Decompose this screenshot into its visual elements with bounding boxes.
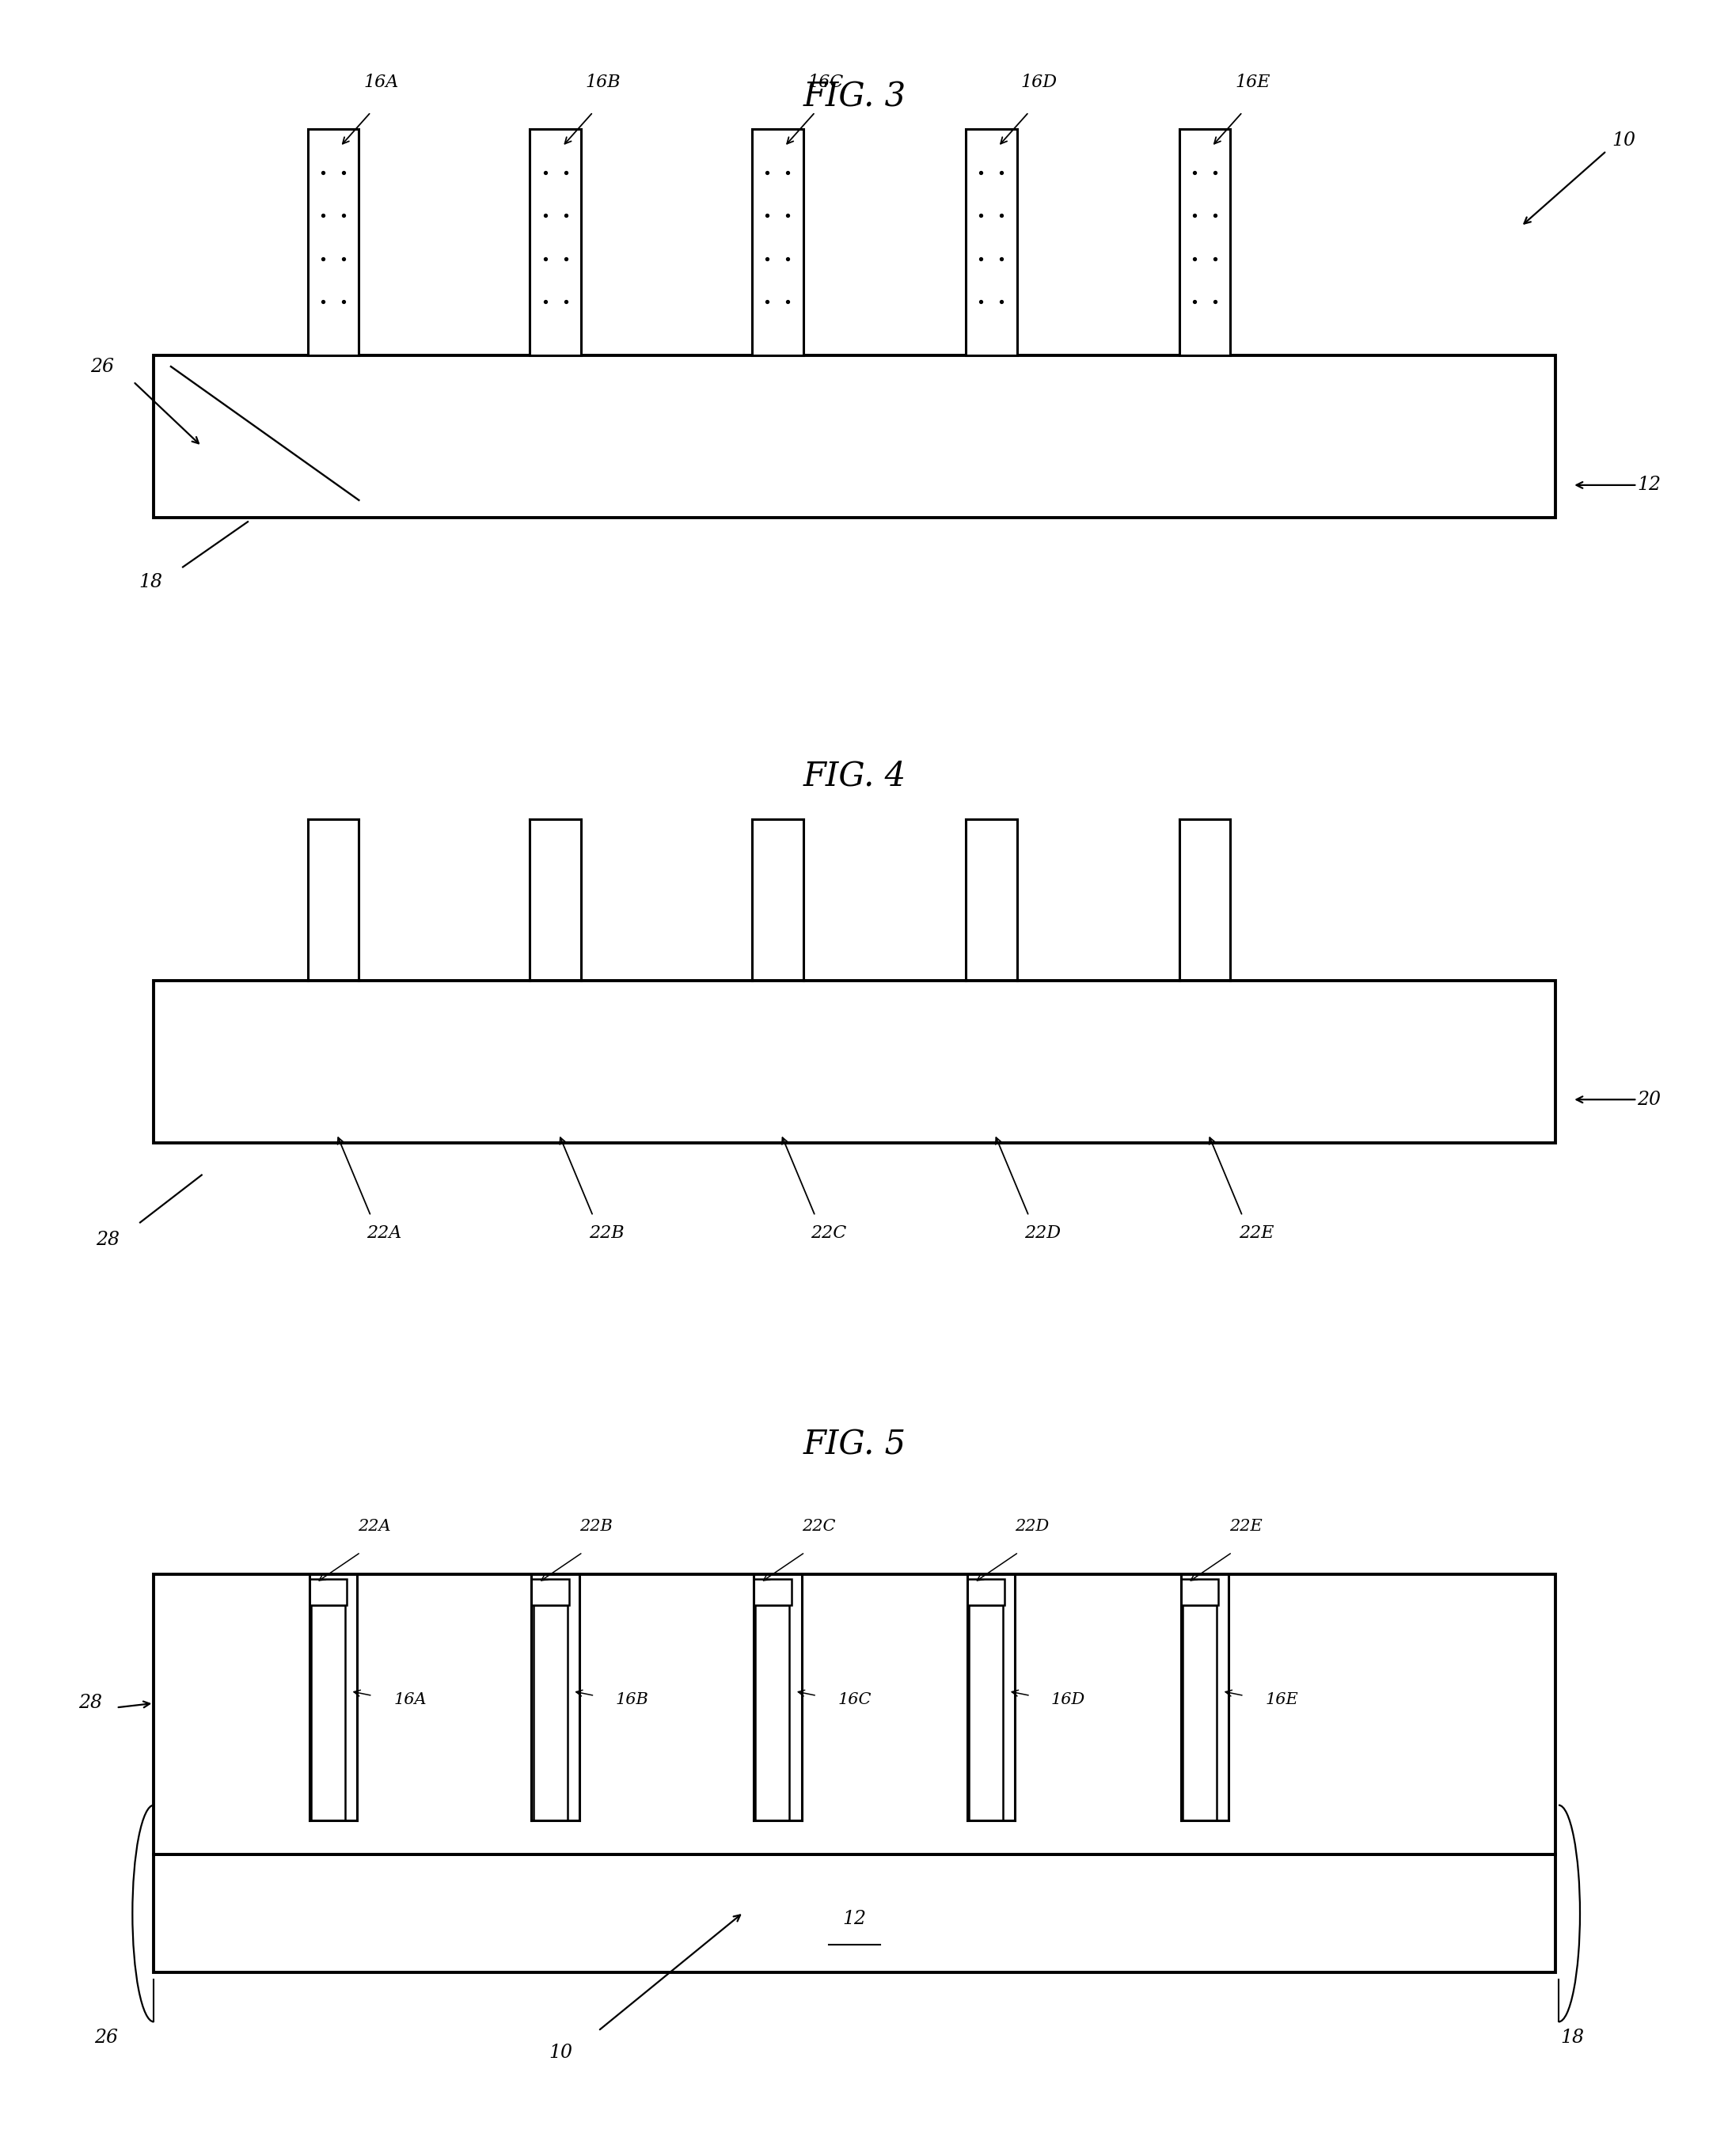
Text: 22E: 22E: [1239, 1225, 1273, 1242]
FancyBboxPatch shape: [752, 129, 803, 356]
Text: 16E: 16E: [1236, 73, 1270, 91]
FancyBboxPatch shape: [533, 1604, 567, 1820]
Text: 16D: 16D: [1020, 73, 1058, 91]
Text: 16C: 16C: [837, 1692, 872, 1708]
Text: 22A: 22A: [357, 1520, 391, 1533]
Text: 18: 18: [138, 573, 162, 591]
Text: 12: 12: [1637, 476, 1661, 494]
Text: 16B: 16B: [586, 73, 620, 91]
Text: 28: 28: [96, 1231, 120, 1248]
Text: 16A: 16A: [364, 73, 398, 91]
Text: 22E: 22E: [1229, 1520, 1263, 1533]
FancyBboxPatch shape: [309, 1578, 347, 1604]
FancyBboxPatch shape: [754, 1578, 791, 1604]
Text: 22D: 22D: [1024, 1225, 1061, 1242]
Text: 22C: 22C: [812, 1225, 846, 1242]
Text: 26: 26: [94, 2029, 118, 2046]
Text: 22A: 22A: [367, 1225, 402, 1242]
FancyBboxPatch shape: [308, 129, 359, 356]
Text: FIG. 3: FIG. 3: [803, 80, 906, 114]
FancyBboxPatch shape: [1181, 1578, 1219, 1604]
FancyBboxPatch shape: [1179, 129, 1230, 356]
Text: FIG. 5: FIG. 5: [803, 1427, 906, 1462]
FancyBboxPatch shape: [966, 129, 1017, 356]
FancyBboxPatch shape: [530, 129, 581, 356]
FancyBboxPatch shape: [154, 981, 1555, 1143]
Text: 22D: 22D: [1015, 1520, 1049, 1533]
FancyBboxPatch shape: [969, 1604, 1003, 1820]
Text: 16C: 16C: [808, 73, 843, 91]
FancyBboxPatch shape: [531, 1578, 569, 1604]
FancyBboxPatch shape: [154, 356, 1555, 517]
FancyBboxPatch shape: [311, 1604, 345, 1820]
FancyBboxPatch shape: [967, 1578, 1005, 1604]
FancyBboxPatch shape: [1183, 1604, 1217, 1820]
Text: 16D: 16D: [1051, 1692, 1085, 1708]
Text: 22B: 22B: [579, 1520, 614, 1533]
FancyBboxPatch shape: [154, 1574, 1555, 1854]
Text: 22B: 22B: [590, 1225, 624, 1242]
Text: FIG. 4: FIG. 4: [803, 759, 906, 793]
Text: 10: 10: [549, 2044, 573, 2061]
Text: 10: 10: [1612, 132, 1636, 149]
Text: 28: 28: [79, 1695, 103, 1712]
FancyBboxPatch shape: [755, 1604, 790, 1820]
Text: 12: 12: [843, 1910, 866, 1927]
Text: 16B: 16B: [615, 1692, 649, 1708]
Text: 22C: 22C: [802, 1520, 836, 1533]
FancyBboxPatch shape: [154, 1854, 1555, 1973]
Text: 26: 26: [91, 358, 115, 375]
Text: 18: 18: [1560, 2029, 1584, 2046]
Text: 16A: 16A: [393, 1692, 427, 1708]
Text: 20: 20: [1637, 1091, 1661, 1108]
Text: 16E: 16E: [1265, 1692, 1299, 1708]
